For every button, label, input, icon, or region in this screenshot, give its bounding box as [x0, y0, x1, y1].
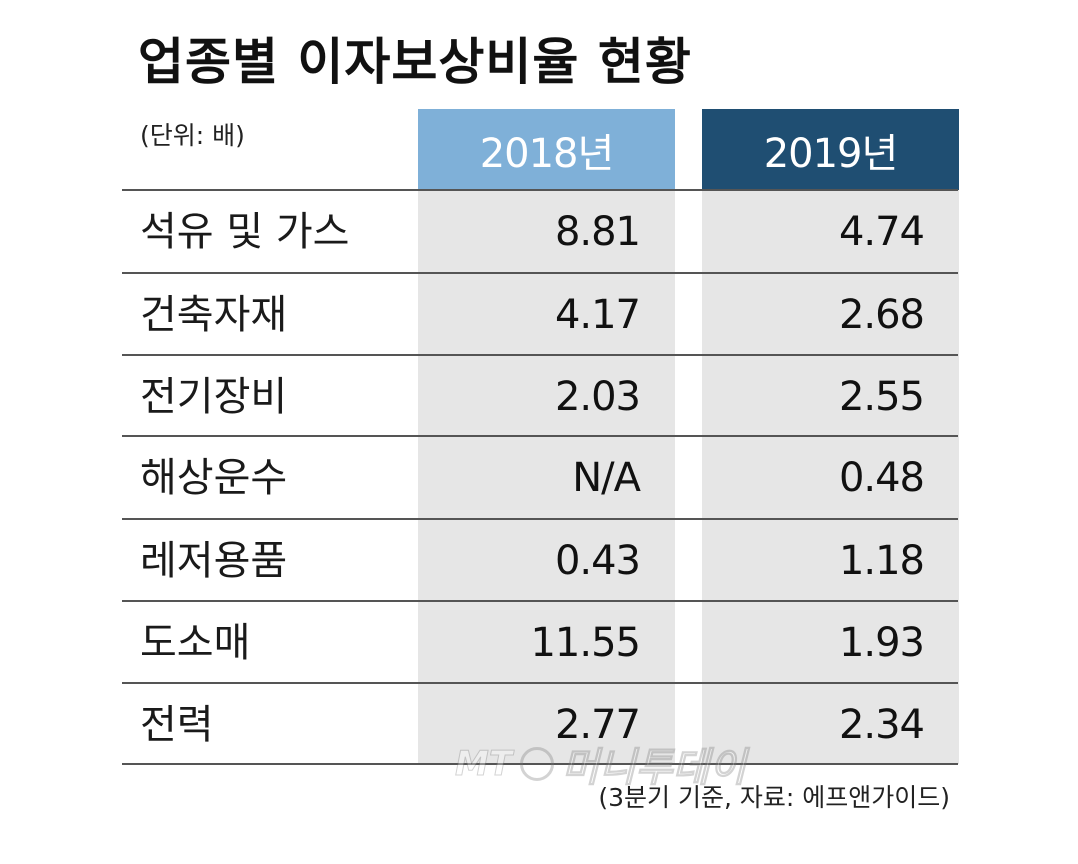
row-label: 해상운수 — [140, 455, 288, 501]
value-2018: 11.55 — [530, 620, 641, 666]
unit-label: (단위: 배) — [140, 121, 245, 150]
row-label: 전력 — [140, 702, 214, 748]
table-row: 해상운수 N/A 0.48 — [122, 437, 958, 519]
value-2019: 2.68 — [838, 292, 925, 338]
value-2019: 2.34 — [838, 702, 925, 748]
row-label: 석유 및 가스 — [140, 209, 350, 255]
row-label: 건축자재 — [140, 292, 288, 338]
column-band-2019 — [702, 190, 959, 764]
watermark: MT 머니투데이 — [454, 740, 746, 792]
row-rule — [122, 682, 958, 684]
value-2018: 2.03 — [554, 374, 641, 420]
value-2019: 0.48 — [838, 455, 925, 501]
value-2019: 4.74 — [838, 209, 925, 255]
row-rule — [122, 435, 958, 437]
row-label: 도소매 — [140, 620, 251, 666]
table-row: 전기장비 2.03 2.55 — [122, 356, 958, 438]
column-band-2018 — [418, 190, 675, 764]
row-label: 전기장비 — [140, 374, 288, 420]
value-2019: 1.93 — [838, 620, 925, 666]
watermark-text: 머니투데이 — [562, 745, 747, 792]
chart-title: 업종별 이자보상비율 현황 — [138, 33, 692, 91]
row-rule — [122, 354, 958, 356]
watermark-logo: MT — [454, 744, 513, 785]
value-2018: N/A — [572, 455, 641, 501]
value-2018: 2.77 — [554, 702, 641, 748]
row-rule — [122, 272, 958, 274]
value-2018: 0.43 — [554, 538, 641, 584]
table-row: 도소매 11.55 1.93 — [122, 602, 958, 684]
row-label: 레저용품 — [140, 538, 288, 584]
column-header-2018: 2018년 — [418, 109, 675, 190]
source-note: (3분기 기준, 자료: 에프앤가이드) — [598, 783, 950, 812]
table-row: 건축자재 4.17 2.68 — [122, 274, 958, 356]
watermark-circle-icon — [520, 747, 555, 781]
row-rule — [122, 518, 958, 520]
value-2019: 1.18 — [838, 538, 925, 584]
value-2018: 4.17 — [554, 292, 641, 338]
table-row: 석유 및 가스 8.81 4.74 — [122, 191, 958, 273]
header-rule — [122, 189, 958, 191]
column-header-2019: 2019년 — [702, 109, 959, 190]
row-rule — [122, 600, 958, 602]
value-2018: 8.81 — [554, 209, 641, 255]
table-row: 레저용품 0.43 1.18 — [122, 520, 958, 602]
value-2019: 2.55 — [838, 374, 925, 420]
table-row: 전력 2.77 2.34 — [122, 684, 958, 766]
